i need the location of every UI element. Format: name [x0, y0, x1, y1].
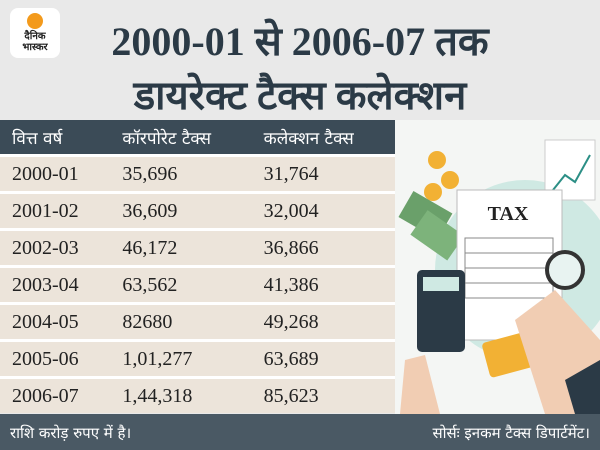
table-cell: 2002-03: [0, 228, 111, 267]
column-header: कॉरपोरेट टैक्स: [110, 120, 252, 156]
table: वित्त वर्ष कॉरपोरेट टैक्स कलेक्शन टैक्स 200…: [0, 120, 395, 413]
logo-text: दैनिक: [24, 31, 46, 42]
table-cell: 63,689: [251, 339, 395, 378]
table-cell: 1,01,277: [110, 339, 252, 378]
table-row: 2001-02 36,609 32,004: [0, 191, 395, 230]
table-cell: 35,696: [110, 154, 252, 193]
footer-source: सोर्सः इनकम टैक्स डिपार्टमेंट।: [432, 424, 590, 442]
table-cell: 46,172: [110, 228, 252, 267]
table-cell: 2001-02: [0, 191, 111, 230]
table-cell: 82680: [110, 302, 252, 341]
tax-label: TAX: [488, 203, 529, 225]
column-header: वित्त वर्ष: [0, 120, 111, 156]
illustration: TAX: [395, 120, 600, 414]
table-cell: 85,623: [251, 376, 395, 413]
table-cell: 36,609: [110, 191, 252, 230]
table-cell: 31,764: [251, 154, 395, 193]
table-row: 2000-01 35,696 31,764: [0, 154, 395, 193]
footer: राशि करोड़ रुपए में है। सोर्सः इनकम टैक्…: [0, 414, 600, 450]
table-cell: 41,386: [251, 265, 395, 304]
table-row: 2005-06 1,01,277 63,689: [0, 339, 395, 378]
title: 2000-01 से 2006-07 तक: [111, 19, 489, 64]
table-cell: 2003-04: [0, 265, 111, 304]
title: डायरेक्ट टैक्स कलेक्शन: [133, 73, 467, 118]
table-cell: 36,866: [251, 228, 395, 267]
logo-text: भास्कर: [22, 42, 48, 53]
table-row: 2002-03 46,172 36,866: [0, 228, 395, 267]
table-row: 2004-05 82680 49,268: [0, 302, 395, 341]
table-cell: 32,004: [251, 191, 395, 230]
table-cell: 1,44,318: [110, 376, 252, 413]
column-header: कलेक्शन टैक्स: [251, 120, 395, 156]
table-cell: 49,268: [251, 302, 395, 341]
logo: दैनिक भास्कर: [10, 8, 60, 58]
table-cell: 2005-06: [0, 339, 111, 378]
table-row: 2003-04 63,562 41,386: [0, 265, 395, 304]
table-cell: 63,562: [110, 265, 252, 304]
footer-note: राशि करोड़ रुपए में है।: [10, 424, 132, 442]
table-cell: 2004-05: [0, 302, 111, 341]
table-cell: 2006-07: [0, 376, 111, 413]
table-cell: 2000-01: [0, 154, 111, 193]
table-row: 2006-07 1,44,318 85,623: [0, 376, 395, 413]
